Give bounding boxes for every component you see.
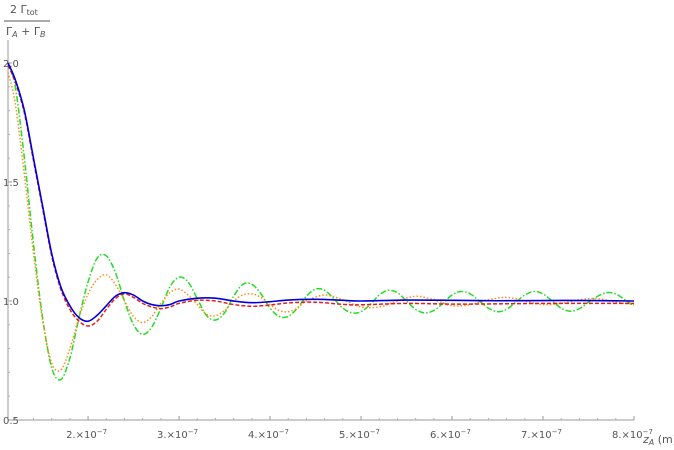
y-axis-title-numerator: 2 Γtot: [10, 3, 38, 17]
y-axis-title: 2 Γtot ΓA + ΓB: [4, 3, 50, 39]
y-tick-label: 2.0: [3, 59, 19, 70]
y-tick-label: 1.5: [3, 178, 19, 189]
series-line-dashed: [7, 65, 634, 327]
x-tick-label: 4.×10−7: [248, 428, 289, 441]
series-line-dashdot: [7, 62, 635, 381]
x-tick-label: 5.×10−7: [339, 428, 380, 441]
y-tick-label: 0.5: [3, 416, 19, 427]
x-tick-label: 8.×10−7: [612, 428, 653, 441]
x-tick-label: 7.×10−7: [521, 428, 562, 441]
series-line-solid: [7, 62, 635, 323]
x-axis-title: zA (m): [642, 433, 674, 447]
plot-series: [7, 62, 635, 381]
x-tick-label: 3.×10−7: [157, 428, 198, 441]
y-axis-ticks: 0.5 1.0 1.5 2.0: [3, 59, 19, 427]
series-line-dotted: [7, 72, 635, 372]
x-tick-label: 2.×10−7: [66, 428, 107, 441]
y-tick-label: 1.0: [3, 297, 19, 308]
x-tick-label: 6.×10−7: [430, 428, 471, 441]
x-axis-ticks: 2.×10−7 3.×10−7 4.×10−7 5.×10−7 6.×10−7 7.×10…: [14, 416, 653, 441]
y-axis-title-denominator: ΓA + ΓB: [6, 25, 45, 39]
